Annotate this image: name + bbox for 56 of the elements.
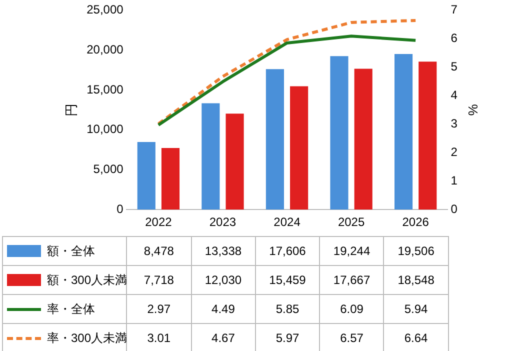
data-label: 5.97 xyxy=(255,324,320,351)
data-label: 12,030 xyxy=(191,266,256,294)
data-label: 15,459 xyxy=(255,266,320,294)
bar xyxy=(330,56,348,210)
legend-label: 額・300人未満 xyxy=(47,272,128,286)
y2-axis-title: % xyxy=(466,104,481,116)
data-label: 2.97 xyxy=(126,294,192,324)
data-label: 19,506 xyxy=(384,236,448,266)
bar xyxy=(226,114,244,210)
data-label: 4.67 xyxy=(191,324,256,351)
x-tick-label: 2022 xyxy=(145,215,172,230)
data-label: 17,606 xyxy=(255,236,320,266)
bar xyxy=(137,142,156,210)
x-tick-label: 2024 xyxy=(274,215,301,230)
y-tick-label: 20,000 xyxy=(86,42,124,56)
y2-tick-label: 2 xyxy=(450,144,458,159)
data-label: 6.57 xyxy=(320,324,384,351)
y-axis-title: 円 xyxy=(63,103,78,116)
legend-label: 率・全体 xyxy=(47,302,95,316)
data-label: 4.49 xyxy=(191,294,256,324)
data-label: 6.64 xyxy=(384,324,448,351)
bar xyxy=(266,69,284,210)
y2-tick-label: 5 xyxy=(450,59,458,74)
bar xyxy=(418,62,437,210)
y2-tick-label: 0 xyxy=(450,202,458,216)
y2-tick-label: 4 xyxy=(450,88,458,102)
line-series xyxy=(156,18,418,126)
y-tick-label: 5,000 xyxy=(93,162,124,176)
bar xyxy=(161,148,180,210)
data-label: 3.01 xyxy=(126,324,192,351)
bar xyxy=(354,68,372,210)
y2-tick-label: 7 xyxy=(450,2,458,17)
data-label: 17,667 xyxy=(320,266,384,294)
legend-label: 率・300人未満 xyxy=(47,330,128,344)
data-label: 5.94 xyxy=(384,294,448,324)
data-label: 7,718 xyxy=(126,266,192,294)
x-tick-label: 2026 xyxy=(402,215,430,230)
data-label: 6.09 xyxy=(320,294,384,324)
bar xyxy=(394,54,413,210)
bar xyxy=(202,103,220,210)
y2-tick-label: 3 xyxy=(450,116,458,130)
y2-tick-label: 6 xyxy=(450,31,458,45)
y2-tick-label: 1 xyxy=(450,173,458,188)
legend-label: 額・全体 xyxy=(47,244,95,258)
y-tick-label: 25,000 xyxy=(86,2,124,17)
y-tick-label: 15,000 xyxy=(86,82,124,96)
data-label: 8,478 xyxy=(126,236,192,266)
y-tick-label: 10,000 xyxy=(86,122,124,136)
data-label: 18,548 xyxy=(384,266,448,294)
bar xyxy=(290,86,308,210)
data-label: 19,244 xyxy=(320,236,384,266)
x-tick-label: 2025 xyxy=(338,215,365,230)
x-tick-label: 2023 xyxy=(209,215,236,230)
data-label: 13,338 xyxy=(191,236,256,266)
data-label: 5.85 xyxy=(255,294,320,324)
y-tick-label: 0 xyxy=(116,202,124,216)
